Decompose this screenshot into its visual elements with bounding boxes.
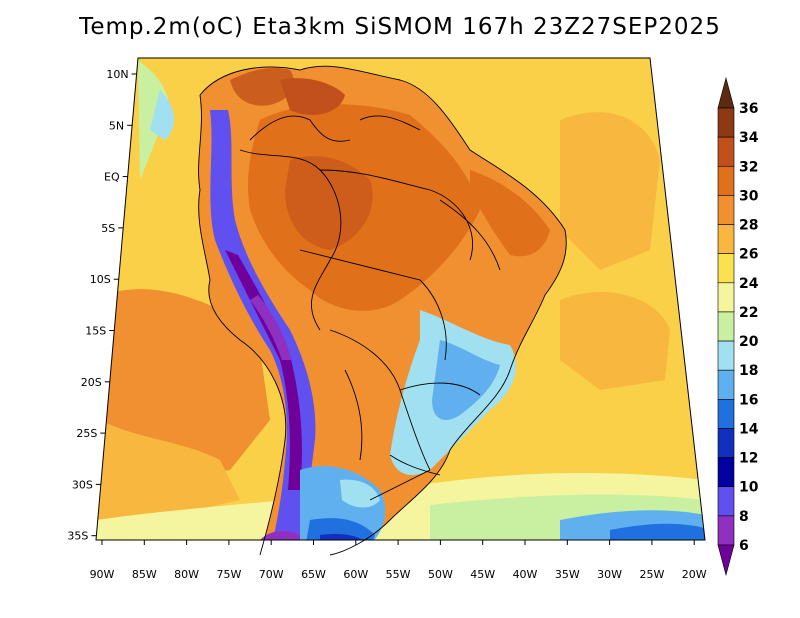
lat-label: 15S — [85, 325, 106, 338]
colorbar-box — [717, 515, 735, 546]
colorbar-label: 16 — [739, 392, 758, 408]
colorbar-box — [717, 399, 735, 429]
lon-label: 55W — [386, 568, 411, 581]
colorbar-label: 30 — [739, 188, 759, 204]
colorbar-box — [717, 311, 735, 342]
colorbar-box — [717, 428, 735, 458]
colorbar-box — [717, 224, 735, 254]
colorbar: 36 34 32 30 28 26 24 22 20 18 16 14 12 10 8 6 — [717, 76, 759, 577]
colorbar-label: 32 — [739, 159, 758, 175]
colorbar-box — [717, 457, 735, 488]
colorbar-label: 26 — [739, 247, 758, 263]
map-frame — [95, 57, 706, 541]
lon-label: 85W — [132, 568, 157, 581]
colorbar-box — [717, 165, 735, 196]
colorbar-box — [717, 369, 735, 400]
lat-label: 5S — [101, 222, 115, 235]
lat-label: 10N — [106, 68, 128, 81]
colorbar-label: 34 — [739, 130, 759, 146]
colorbar-box — [717, 253, 735, 284]
colorbar-label: 14 — [739, 421, 759, 437]
colorbar-box — [717, 340, 735, 371]
country-borders — [198, 65, 567, 556]
lon-label: 80W — [174, 568, 199, 581]
colorbar-box — [717, 486, 735, 517]
map-title: Temp.2m(oC) Eta3km SiSMOM 167h 23Z27SEP2… — [79, 14, 721, 40]
colorbar-box — [717, 107, 735, 138]
lon-label: 70W — [259, 568, 284, 581]
map-field — [96, 58, 705, 540]
colorbar-label: 18 — [739, 363, 758, 379]
lat-label: 5N — [109, 119, 124, 132]
lon-label: 60W — [343, 568, 368, 581]
latitude-axis: 10N 5N EQ 5S 10S 15S 20S 25S 30S 35S — [67, 68, 137, 543]
lat-label: 30S — [72, 478, 93, 491]
lat-label: EQ — [104, 171, 120, 184]
colorbar-box — [717, 136, 735, 167]
colorbar-box — [717, 282, 735, 313]
colorbar-label: 22 — [739, 305, 758, 321]
lon-label: 30W — [597, 568, 622, 581]
colorbar-box — [717, 195, 735, 225]
lon-label: 20W — [682, 568, 707, 581]
lon-label: 45W — [470, 568, 495, 581]
colorbar-top-arrow — [717, 76, 735, 109]
lon-label: 35W — [555, 568, 580, 581]
lat-label: 35S — [67, 530, 88, 543]
lon-label: 40W — [513, 568, 538, 581]
longitude-axis: 90W 85W 80W 75W 70W 65W 60W 55W 50W 45W 40W 35W 30W 2… — [90, 540, 707, 581]
lat-label: 20S — [81, 376, 102, 389]
lon-label: 75W — [216, 568, 241, 581]
colorbar-label: 10 — [739, 480, 759, 496]
lon-label: 65W — [301, 568, 326, 581]
colorbar-bottom-arrow — [717, 544, 735, 577]
colorbar-label: 8 — [739, 509, 749, 525]
colorbar-label: 12 — [739, 451, 758, 467]
lat-label: 25S — [76, 427, 97, 440]
colorbar-label: 28 — [739, 218, 758, 234]
colorbar-label: 6 — [739, 538, 749, 554]
lon-label: 25W — [639, 568, 664, 581]
colorbar-label: 20 — [739, 334, 759, 350]
lon-label: 50W — [428, 568, 453, 581]
lon-label: 90W — [90, 568, 115, 581]
colorbar-label: 36 — [739, 101, 758, 117]
colorbar-label: 24 — [739, 276, 759, 292]
lat-label: 10S — [90, 273, 111, 286]
